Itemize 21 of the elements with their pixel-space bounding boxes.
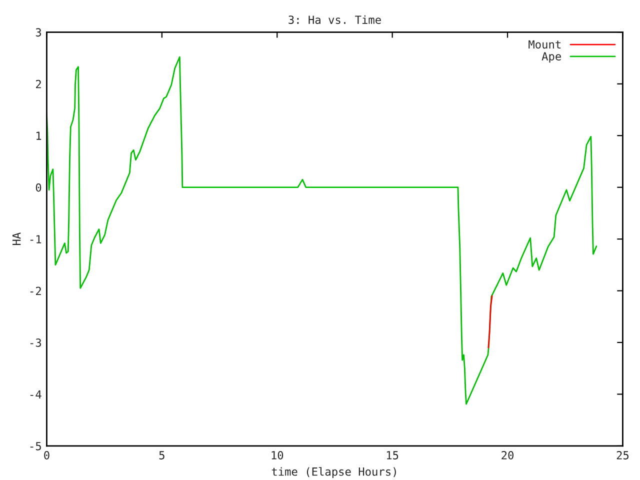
x-tick-label: 10 xyxy=(272,451,284,460)
y-tick-label: -5 xyxy=(30,442,41,450)
y-tick-label: 1 xyxy=(36,132,42,140)
x-tick-label: 15 xyxy=(386,451,398,460)
y-tick-label: -3 xyxy=(30,338,42,347)
legend-label: Mount xyxy=(528,40,561,49)
y-tick-label: 3 xyxy=(36,28,42,37)
y-tick-label: -2 xyxy=(30,286,41,296)
legend-label: Ape xyxy=(542,52,561,63)
y-tick-label: -1 xyxy=(30,235,42,244)
x-tick-label: 20 xyxy=(502,451,514,460)
y-tick-label: -4 xyxy=(30,390,42,398)
y-tick-label: 0 xyxy=(36,183,42,192)
x-tick-label: 0 xyxy=(44,451,50,460)
x-tick-label: 5 xyxy=(159,451,164,460)
y-axis-title: HA xyxy=(12,232,21,245)
y-tick-label: 2 xyxy=(36,80,41,88)
line-series xyxy=(488,295,493,348)
x-axis-title: time (Elapse Hours) xyxy=(272,467,396,478)
x-tick-label: 25 xyxy=(616,451,629,460)
chart-title: 3: Ha vs. Time xyxy=(288,15,381,24)
